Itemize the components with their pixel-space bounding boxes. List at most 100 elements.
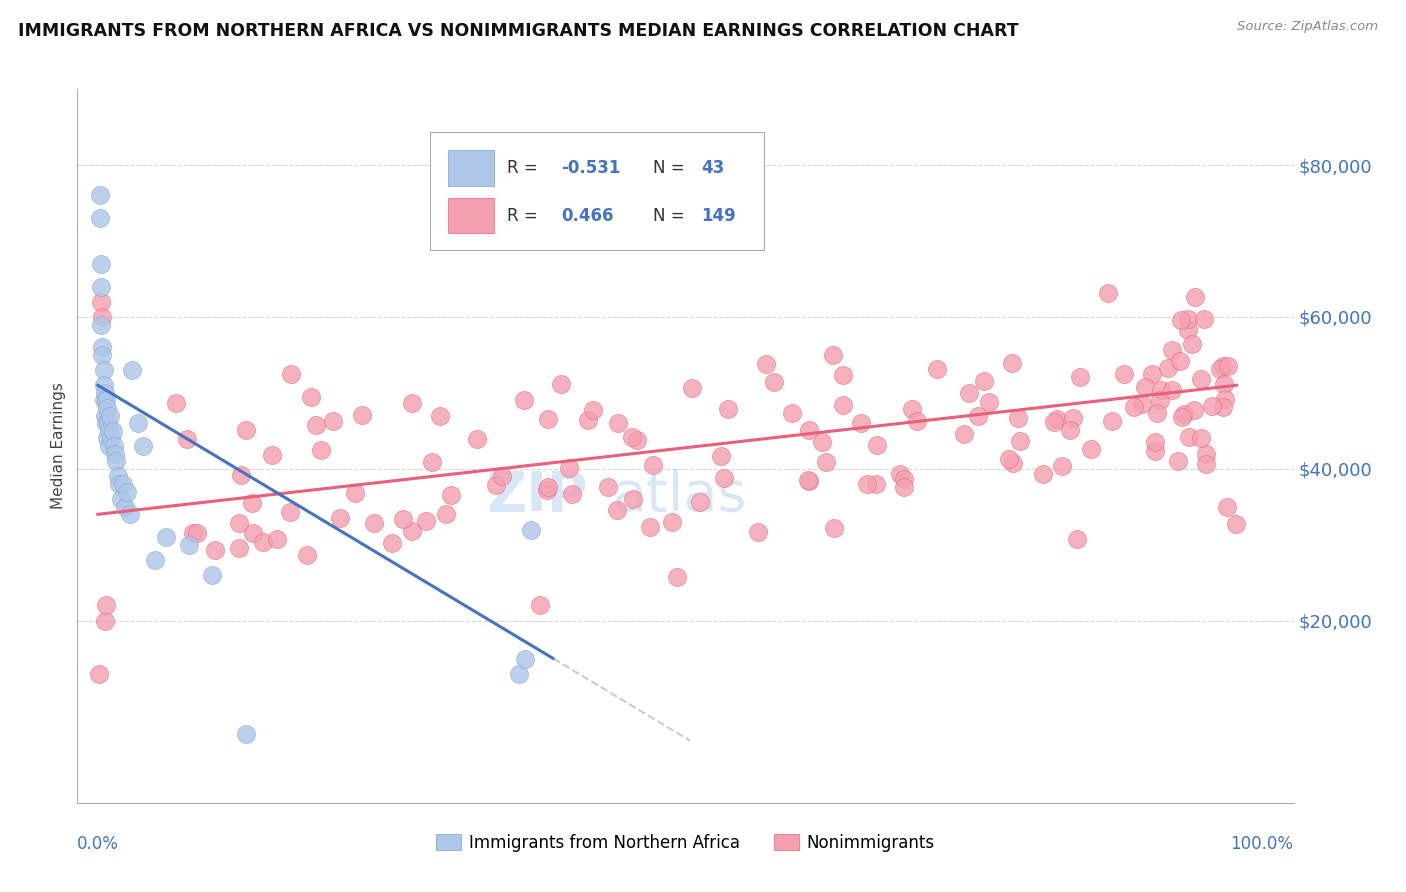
Point [1212,401,1234,415]
Point [814,455,837,469]
Legend: Immigrants from Northern Africa, Nonimmigrants: Immigrants from Northern Africa, Nonimmi… [429,828,942,859]
Point [100,431,122,445]
Point [529,598,551,612]
Point [143,553,166,567]
Point [1189,372,1212,386]
Point [607,416,630,430]
Point [204,542,226,557]
Text: R =: R = [506,207,543,225]
Point [1195,457,1218,471]
Point [1080,442,1102,456]
Point [465,433,488,447]
Point [440,488,463,502]
Point [415,514,437,528]
FancyBboxPatch shape [430,132,765,250]
Point [957,386,980,401]
Point [280,367,302,381]
Point [811,435,834,450]
Text: 0.466: 0.466 [561,207,614,225]
Point [1112,367,1135,381]
Point [322,413,344,427]
Point [643,458,665,472]
Point [278,505,301,519]
Point [103,439,125,453]
Point [1052,459,1074,474]
Point [242,525,264,540]
Point [536,483,558,497]
Text: 0.0%: 0.0% [77,835,120,853]
Text: atlas: atlas [613,469,747,523]
Point [94,599,117,613]
Point [966,409,988,424]
Point [1178,430,1201,444]
Point [485,477,508,491]
Point [709,450,731,464]
Point [1168,354,1191,368]
Point [91,310,114,324]
Point [1143,444,1166,458]
Point [117,484,139,499]
Point [823,348,845,362]
Point [1007,411,1029,425]
Text: N =: N = [652,207,689,225]
Point [856,477,879,491]
Point [98,409,121,423]
Point [240,496,263,510]
Point [689,495,711,509]
Point [797,475,820,489]
Point [626,433,648,447]
Point [165,396,187,410]
Point [513,393,536,408]
Point [98,424,121,438]
Point [1101,414,1123,428]
Point [561,487,583,501]
Text: N =: N = [652,159,689,177]
Point [557,461,579,475]
Point [132,439,155,453]
Point [925,362,948,376]
Point [1184,290,1206,304]
Point [98,439,121,453]
Point [93,385,115,400]
Point [1171,409,1194,424]
Point [107,469,129,483]
Point [1157,361,1180,376]
Point [93,409,115,423]
Text: -0.531: -0.531 [561,159,620,177]
Point [97,416,120,430]
Point [666,570,689,584]
Point [747,525,769,540]
Point [797,423,820,437]
Point [550,377,572,392]
Point [90,294,112,309]
Point [1140,367,1163,381]
Point [89,211,111,226]
Point [596,480,619,494]
Point [537,480,560,494]
Point [1181,337,1204,351]
Point [1161,343,1184,357]
Point [513,651,536,665]
Point [865,476,887,491]
Point [713,470,735,484]
Point [1032,467,1054,482]
Point [329,510,352,524]
Point [93,363,115,377]
Point [1170,313,1192,327]
Point [392,512,415,526]
Point [93,378,115,392]
Point [1150,383,1173,397]
Point [90,257,112,271]
Point [1212,359,1234,374]
Y-axis label: Median Earnings: Median Earnings [51,383,66,509]
Text: 100.0%: 100.0% [1230,835,1294,853]
Point [681,381,703,395]
Point [96,401,118,415]
Point [96,431,118,445]
Point [177,538,200,552]
Point [252,534,274,549]
Point [91,340,114,354]
Point [893,480,915,494]
Point [537,411,560,425]
Point [1173,408,1195,422]
